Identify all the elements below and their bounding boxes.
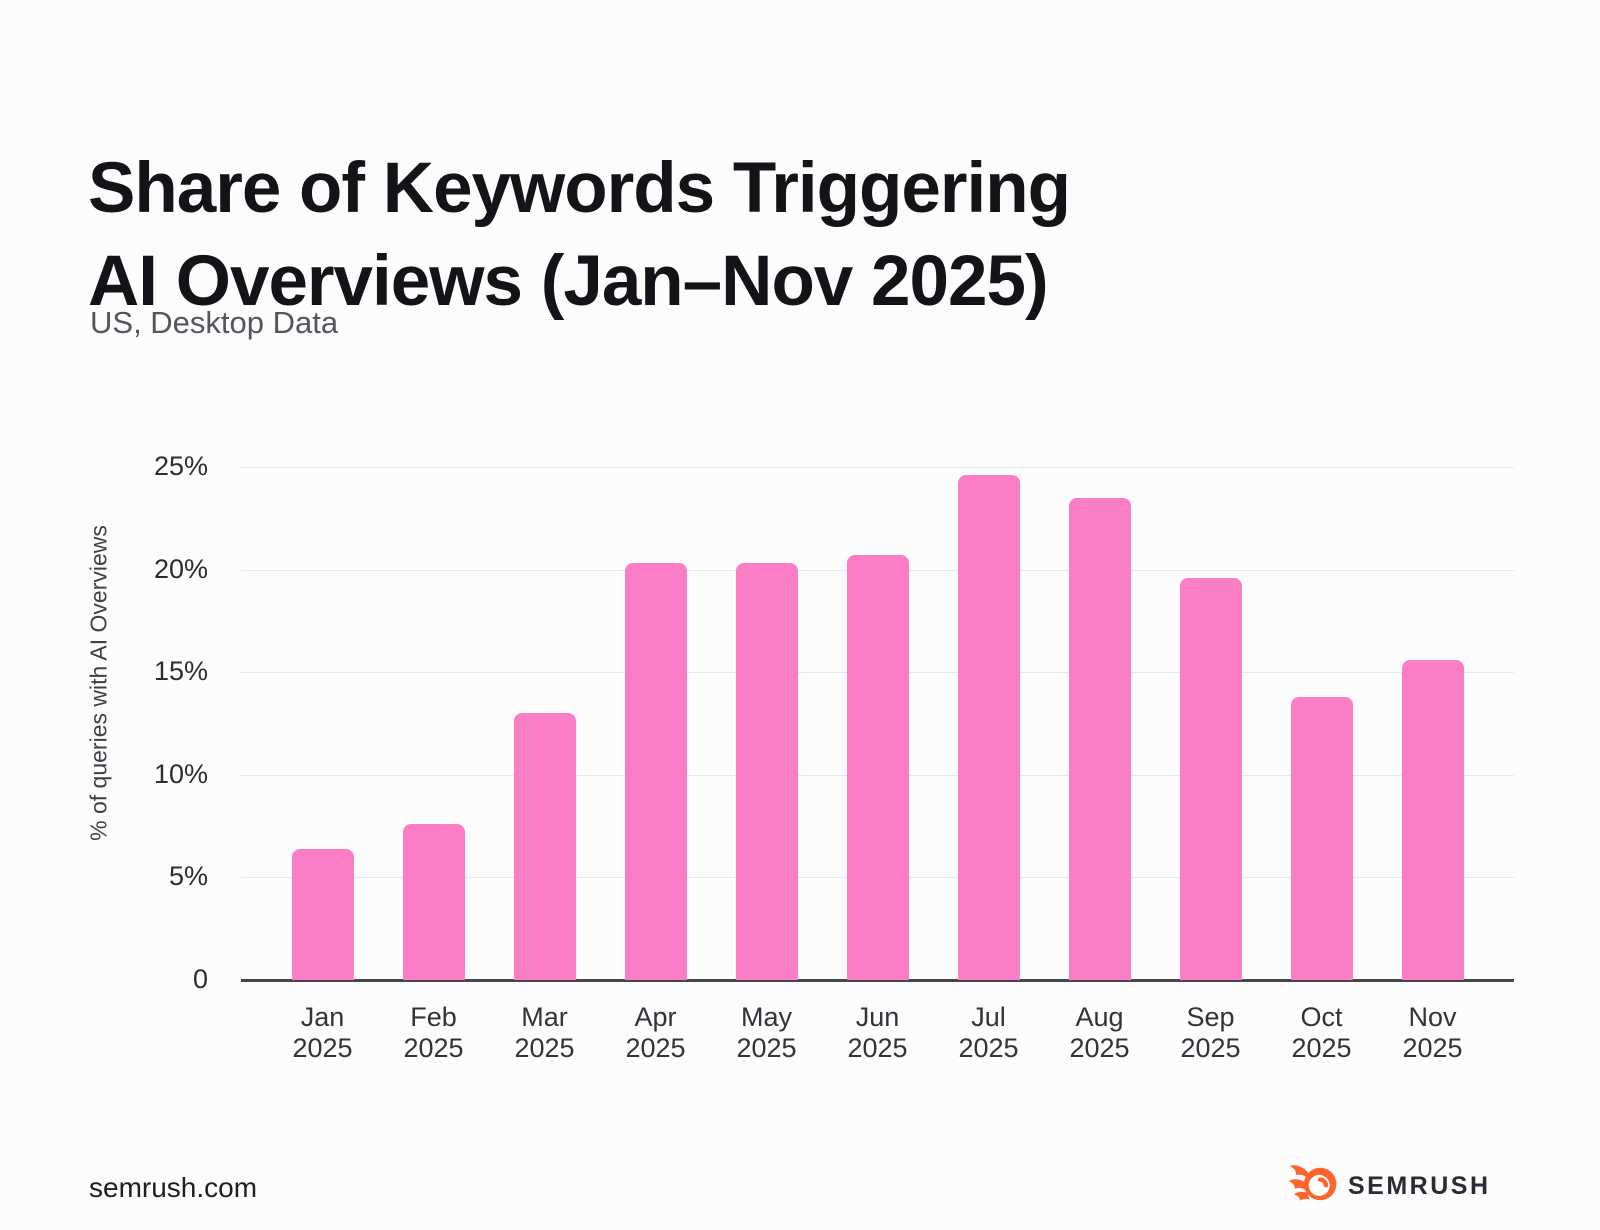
bar-apr-2025	[624, 563, 687, 980]
y-tick-label-15: 15%	[153, 656, 208, 687]
gridline-25	[241, 467, 1514, 468]
footer-site-url: semrush.com	[89, 1172, 258, 1203]
x-label-nov-2025: Nov 2025	[1402, 1002, 1463, 1063]
bar-sep-2025	[1179, 577, 1242, 980]
page-title-line-2: AI Overviews (Jan–Nov 2025)	[88, 241, 1049, 321]
semrush-logo-wordmark: SEMRUSH	[1348, 1172, 1491, 1200]
page-title: Share of Keywords Triggering AI Overview…	[88, 142, 1071, 328]
semrush-fireball-icon	[1288, 1163, 1338, 1210]
x-label-aug-2025: Aug 2025	[1069, 1002, 1130, 1063]
y-tick-label-10: 10%	[153, 758, 208, 789]
bar-aug-2025	[1068, 497, 1131, 980]
y-tick-label-5: 5%	[168, 861, 208, 892]
x-axis-line	[241, 979, 1514, 982]
x-label-mar-2025: Mar 2025	[514, 1002, 575, 1063]
x-label-may-2025: May 2025	[736, 1002, 797, 1063]
y-tick-label-0: 0	[192, 964, 208, 994]
y-tick-label-25: 25%	[153, 451, 208, 481]
page-subtitle: US, Desktop Data	[90, 305, 339, 340]
semrush-logo: SEMRUSH	[1288, 1163, 1491, 1210]
bar-mar-2025	[513, 713, 576, 980]
y-axis-title: % of queries with AI Overviews	[85, 525, 112, 841]
x-label-jan-2025: Jan 2025	[292, 1002, 353, 1063]
bar-oct-2025	[1290, 696, 1353, 980]
bar-nov-2025	[1401, 659, 1464, 980]
x-label-feb-2025: Feb 2025	[403, 1002, 464, 1063]
x-label-jul-2025: Jul 2025	[958, 1002, 1019, 1063]
page-title-line-1: Share of Keywords Triggering	[88, 148, 1071, 228]
bar-feb-2025	[402, 824, 465, 980]
x-label-oct-2025: Oct 2025	[1291, 1002, 1352, 1063]
x-label-apr-2025: Apr 2025	[625, 1002, 686, 1063]
x-label-sep-2025: Sep 2025	[1180, 1002, 1241, 1063]
bar-jul-2025	[957, 475, 1020, 980]
bar-may-2025	[735, 563, 798, 980]
y-tick-label-20: 20%	[153, 553, 208, 584]
x-label-jun-2025: Jun 2025	[847, 1002, 908, 1063]
bar-jun-2025	[846, 555, 909, 980]
bar-jan-2025	[291, 848, 354, 980]
